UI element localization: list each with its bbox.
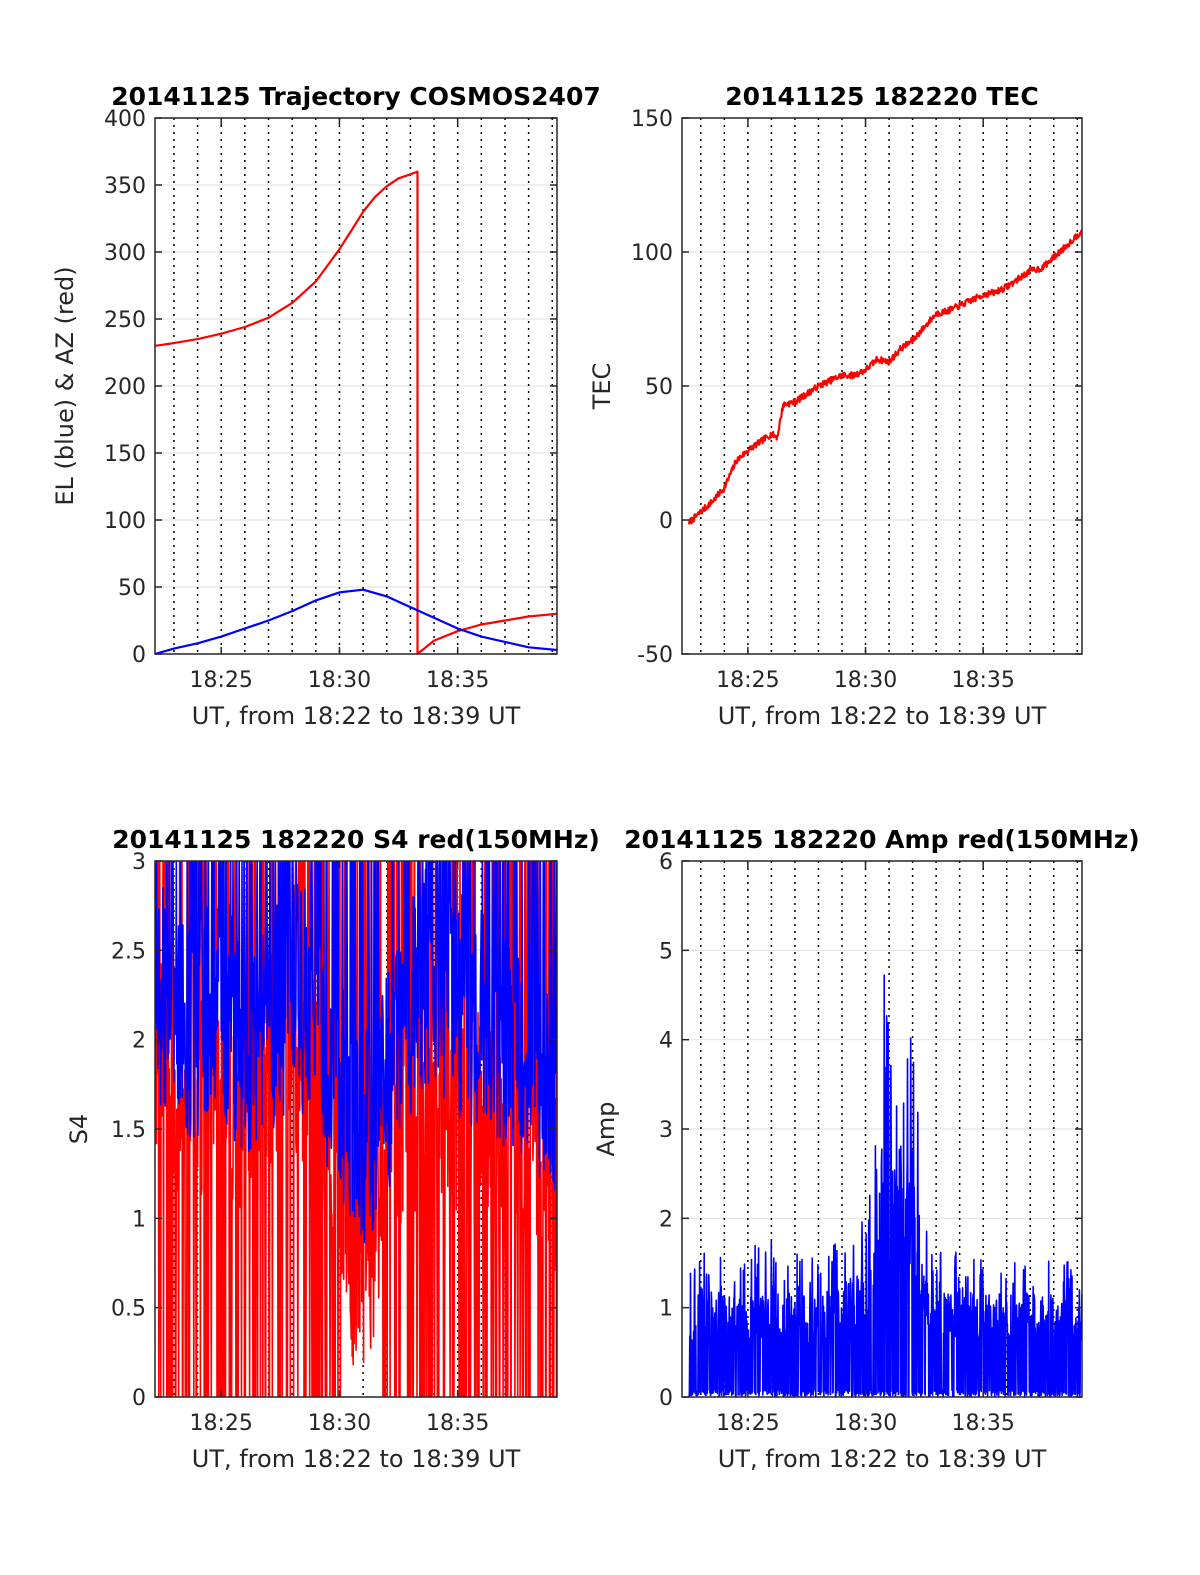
series-group — [155, 170, 557, 654]
y-tick-label: 150 — [104, 442, 146, 467]
y-tick-label: 0 — [659, 509, 673, 534]
x-axis-label: UT, from 18:22 to 18:39 UT — [718, 1445, 1047, 1473]
y-tick-label: -50 — [637, 643, 673, 668]
series-group — [155, 861, 557, 1397]
x-ticks: 18:25 18:30 18:35 — [716, 861, 1015, 1436]
x-ticks: 18:25 18:30 18:35 — [190, 861, 489, 1436]
series-line — [155, 861, 557, 1244]
y-axis-label: TEC — [588, 363, 616, 411]
y-tick-label: 100 — [631, 241, 673, 266]
y-tick-label: 250 — [104, 308, 146, 333]
series-line — [688, 974, 1082, 1397]
y-tick-label: 50 — [645, 375, 673, 400]
series-line — [688, 229, 1082, 525]
y-axis-label: EL (blue) & AZ (red) — [51, 266, 79, 505]
x-tick-label: 18:30 — [308, 1411, 371, 1436]
chart-panel: -50 0 50 100 150 18:25 18:30 18:35 20141125 1822… — [588, 82, 1083, 730]
y-tick-label: 1 — [132, 1207, 146, 1232]
grid — [155, 117, 557, 655]
y-tick-label: 0 — [132, 1386, 146, 1411]
x-axis-label: UT, from 18:22 to 18:39 UT — [192, 702, 521, 730]
x-tick-label: 18:35 — [951, 668, 1014, 693]
x-tick-label: 18:35 — [951, 1411, 1014, 1436]
x-tick-label: 18:25 — [716, 1411, 779, 1436]
series-group — [688, 229, 1082, 525]
y-axis-label: Amp — [592, 1101, 620, 1156]
y-tick-label: 2 — [659, 1207, 673, 1232]
x-tick-label: 18:25 — [190, 1411, 253, 1436]
y-tick-label: 0.5 — [111, 1297, 146, 1322]
y-tick-label: 300 — [104, 241, 146, 266]
x-axis-label: UT, from 18:22 to 18:39 UT — [192, 1445, 521, 1473]
y-axis-label: S4 — [65, 1114, 93, 1145]
chart-panel: 0 1 2 3 4 5 6 18:25 18:30 18:35 20141125 182220 Am… — [592, 825, 1140, 1473]
y-ticks: -50 0 50 100 150 — [631, 107, 1082, 668]
y-tick-label: 2 — [132, 1029, 146, 1054]
y-tick-label: 150 — [631, 107, 673, 132]
x-tick-label: 18:35 — [426, 1411, 489, 1436]
series-line — [155, 588, 557, 654]
x-axis-label: UT, from 18:22 to 18:39 UT — [718, 702, 1047, 730]
y-tick-label: 400 — [104, 107, 146, 132]
chart-title: 20141125 182220 TEC — [725, 82, 1038, 111]
y-tick-label: 200 — [104, 375, 146, 400]
y-tick-label: 0 — [659, 1386, 673, 1411]
y-tick-label: 1 — [659, 1297, 673, 1322]
chart-panel: 0 50 100 150 200 250 300 350 400 18:25 18:30 18:35 2… — [51, 82, 601, 730]
chart-title: 20141125 Trajectory COSMOS2407 — [111, 82, 601, 111]
x-tick-label: 18:30 — [834, 668, 897, 693]
y-ticks: 0 50 100 150 200 250 300 350 400 — [104, 107, 557, 668]
x-ticks: 18:25 18:30 18:35 — [716, 118, 1015, 693]
x-tick-label: 18:25 — [190, 668, 253, 693]
y-tick-label: 5 — [659, 939, 673, 964]
chart-title: 20141125 182220 Amp red(150MHz) — [624, 825, 1140, 854]
y-tick-label: 50 — [118, 576, 146, 601]
y-tick-label: 4 — [659, 1029, 673, 1054]
series-group — [688, 974, 1082, 1397]
x-ticks: 18:25 18:30 18:35 — [190, 118, 489, 693]
y-tick-label: 3 — [659, 1118, 673, 1143]
y-ticks: 0 1 2 3 4 5 6 — [659, 850, 1082, 1411]
x-tick-label: 18:30 — [308, 668, 371, 693]
y-tick-label: 3 — [132, 850, 146, 875]
series-line — [155, 170, 557, 654]
x-tick-label: 18:35 — [426, 668, 489, 693]
y-tick-label: 1.5 — [111, 1118, 146, 1143]
y-tick-label: 0 — [132, 643, 146, 668]
y-ticks: 0 0.5 1 1.5 2 2.5 3 — [111, 850, 557, 1411]
y-tick-label: 2.5 — [111, 939, 146, 964]
chart-title: 20141125 182220 S4 red(150MHz) — [112, 825, 600, 854]
chart-panel: 0 0.5 1 1.5 2 2.5 3 18:25 18:30 18:35 20141125 182… — [65, 825, 600, 1473]
y-tick-label: 6 — [659, 850, 673, 875]
x-tick-label: 18:25 — [716, 668, 779, 693]
y-tick-label: 100 — [104, 509, 146, 534]
x-tick-label: 18:30 — [834, 1411, 897, 1436]
y-tick-label: 350 — [104, 174, 146, 199]
